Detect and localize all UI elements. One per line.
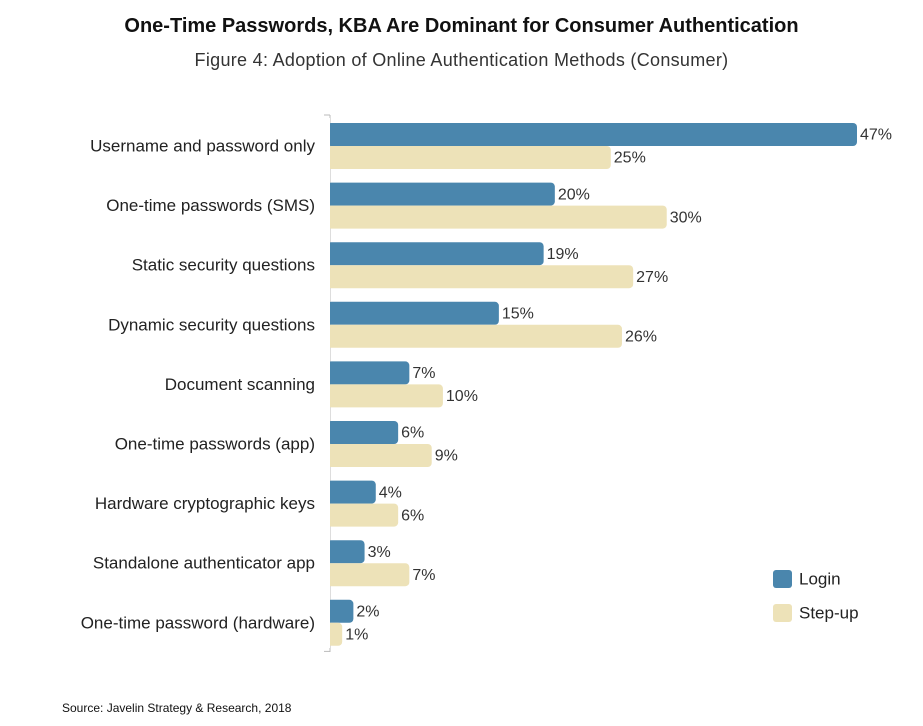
bar-login xyxy=(327,540,365,564)
bar-stepup xyxy=(327,146,611,169)
bar-login xyxy=(327,182,555,206)
value-label: 2% xyxy=(356,604,379,621)
category-label: One-time password (hardware) xyxy=(81,613,315,632)
category-label: One-time passwords (app) xyxy=(115,434,315,453)
bar-stepup xyxy=(327,205,667,229)
value-label: 26% xyxy=(625,329,657,346)
legend-swatch-login xyxy=(773,570,792,588)
value-label: 7% xyxy=(412,365,435,382)
bar-login xyxy=(327,480,376,504)
value-label: 4% xyxy=(379,484,402,501)
value-label: 47% xyxy=(860,127,892,144)
value-label: 7% xyxy=(412,567,435,584)
source-note: Source: Javelin Strategy & Research, 201… xyxy=(62,701,292,715)
bar-stepup xyxy=(327,563,410,587)
bar-login xyxy=(327,361,410,385)
category-label: Document scanning xyxy=(165,375,315,394)
axis-mask xyxy=(322,118,330,648)
bar-stepup xyxy=(327,622,343,646)
bar-login xyxy=(327,599,354,623)
value-label: 6% xyxy=(401,507,424,524)
value-label: 27% xyxy=(636,269,668,286)
value-label: 3% xyxy=(368,544,391,561)
value-label: 19% xyxy=(547,246,579,263)
bar-stepup xyxy=(327,265,634,289)
category-label: One-time passwords (SMS) xyxy=(106,196,315,215)
chart-title: One-Time Passwords, KBA Are Dominant for… xyxy=(124,15,799,37)
value-label: 10% xyxy=(446,388,478,405)
legend: Login Step-up xyxy=(773,569,859,622)
value-label: 25% xyxy=(614,150,646,167)
value-label: 15% xyxy=(502,306,534,323)
category-label: Dynamic security questions xyxy=(108,315,315,334)
bar-stepup xyxy=(327,503,399,527)
bar-login xyxy=(327,301,499,325)
category-label: Hardware cryptographic keys xyxy=(95,494,315,513)
category-label: Username and password only xyxy=(90,136,315,155)
value-label: 20% xyxy=(558,186,590,203)
bar-stepup xyxy=(327,324,622,348)
bar-stepup xyxy=(327,384,443,408)
bar-stepup xyxy=(327,444,432,467)
category-label: Standalone authenticator app xyxy=(93,554,315,573)
category-label: Static security questions xyxy=(132,256,315,275)
value-label: 1% xyxy=(345,627,368,644)
bar-login xyxy=(327,421,399,444)
bar-login xyxy=(327,123,857,146)
value-label: 6% xyxy=(401,425,424,442)
bar-login xyxy=(327,242,544,266)
value-label: 9% xyxy=(435,448,458,465)
legend-swatch-stepup xyxy=(773,604,792,622)
legend-label: Step-up xyxy=(799,603,859,622)
value-label: 30% xyxy=(670,209,702,226)
legend-label: Login xyxy=(799,569,841,588)
chart-subtitle: Figure 4: Adoption of Online Authenticat… xyxy=(194,50,729,70)
